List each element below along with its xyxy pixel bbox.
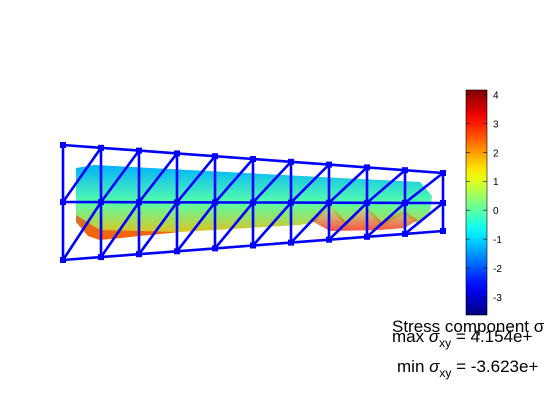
mesh-node: [364, 234, 370, 240]
sigma-symbol: σ: [429, 327, 439, 346]
colorbar-gradient: [466, 90, 487, 315]
mesh-edge: [405, 231, 443, 234]
mesh-node: [402, 200, 408, 206]
mesh-node: [174, 150, 180, 156]
colorbar-tick-label: 2: [493, 148, 499, 159]
mesh-edge: [367, 167, 405, 170]
mesh-node: [440, 170, 446, 176]
mesh-edge: [329, 237, 367, 240]
mesh-node: [212, 153, 218, 159]
mesh-edge: [63, 145, 101, 148]
mesh-node: [250, 243, 256, 249]
mesh-edge: [291, 162, 329, 165]
mesh-node: [326, 237, 332, 243]
mesh-node: [98, 254, 104, 260]
colorbar-tick-label: -2: [493, 264, 502, 275]
mesh-edge: [177, 153, 215, 156]
mesh-node: [440, 228, 446, 234]
mesh-edge: [101, 148, 139, 151]
colorbar: 4 3 2 1 0 -1 -2 -3: [466, 90, 502, 315]
mesh-wireframe: [60, 142, 446, 263]
mesh-node: [60, 199, 66, 205]
mesh-node: [402, 167, 408, 173]
colorbar-tick-label: 0: [493, 206, 499, 217]
mesh-node: [288, 159, 294, 165]
mesh-edge: [139, 251, 177, 254]
min-stress-value: = -3.623e+: [451, 357, 538, 376]
mesh-edge: [63, 257, 101, 260]
mesh-node: [250, 200, 256, 206]
mesh-node: [212, 245, 218, 251]
mesh-edge: [177, 248, 215, 251]
mesh-edge: [101, 254, 139, 257]
colorbar-tick-label: 4: [493, 90, 499, 101]
max-stress-value: = 4.154e+: [451, 327, 532, 346]
mesh-node: [288, 200, 294, 206]
mesh-node: [136, 199, 142, 205]
mesh-node: [60, 257, 66, 263]
mesh-edge: [253, 159, 291, 162]
mesh-node: [288, 240, 294, 246]
mesh-node: [250, 156, 256, 162]
subscript-xy: xy: [439, 366, 451, 380]
mesh-node: [364, 164, 370, 170]
subscript-xy: xy: [439, 336, 451, 350]
mesh-edge: [215, 246, 253, 249]
mesh-node: [136, 251, 142, 257]
mesh-node: [174, 248, 180, 254]
mesh-edge: [405, 170, 443, 173]
mesh-node: [98, 145, 104, 151]
min-stress-label: min σxy = -3.623e+: [397, 358, 538, 379]
mesh-node: [440, 200, 446, 206]
mesh-node: [136, 148, 142, 154]
colorbar-tick-label: 1: [493, 177, 499, 188]
mesh-edge: [253, 243, 291, 246]
mesh-edge: [367, 234, 405, 237]
mesh-node: [402, 231, 408, 237]
colorbar-tick-label: -1: [493, 235, 502, 246]
colorbar-tick-label: 3: [493, 119, 499, 130]
mesh-edge: [139, 151, 177, 154]
mesh-edge: [215, 156, 253, 159]
mesh-node: [364, 200, 370, 206]
sigma-symbol: σ: [429, 357, 439, 376]
mesh-node: [326, 200, 332, 206]
mesh-edge: [329, 165, 367, 168]
max-stress-label: max σxy = 4.154e+: [392, 328, 532, 349]
mesh-node: [60, 142, 66, 148]
mesh-node: [98, 199, 104, 205]
mesh-node: [174, 199, 180, 205]
mesh-edge: [291, 240, 329, 243]
mesh-node: [212, 199, 218, 205]
colorbar-tick-label: -3: [493, 293, 502, 304]
mesh-node: [326, 162, 332, 168]
